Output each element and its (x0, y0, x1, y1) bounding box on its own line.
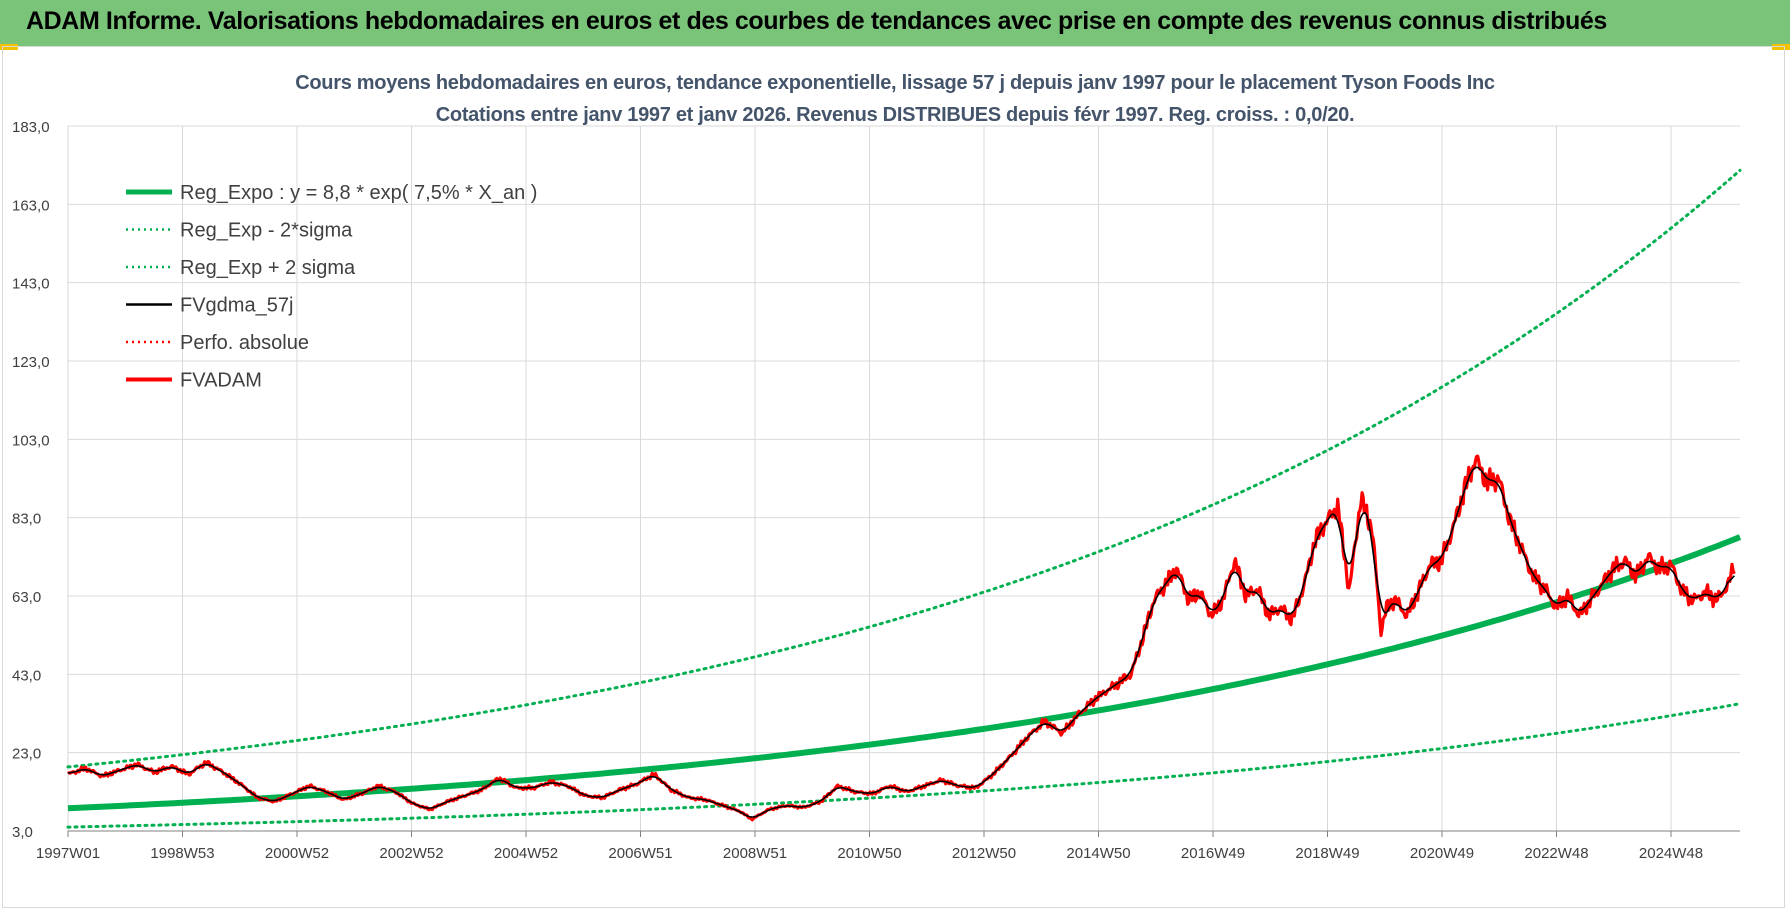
x-axis: 1997W01 1998W53 2000W52 2002W52 2004W52 2006W… (36, 830, 1740, 862)
y-tick-label: 163,0 (12, 197, 50, 214)
legend-label: Reg_Exp + 2 sigma (180, 257, 356, 279)
chart-grid (67, 125, 1740, 832)
y-tick-label: 23,0 (12, 746, 41, 763)
x-tick-label: 1998W53 (150, 845, 214, 862)
y-tick-label: 3,0 (12, 824, 33, 841)
chart-legend: Reg_Expo : y = 8,8 * exp( 7,5% * X_an ) R… (126, 182, 537, 392)
series-reg-expo (67, 534, 1742, 812)
x-tick-label: 2006W51 (608, 845, 672, 862)
x-tick-label: 1997W01 (36, 845, 100, 862)
series-fvadam (67, 454, 1736, 822)
legend-label: FVgdma_57j (180, 295, 293, 317)
series-fvgdma-57j (67, 466, 1735, 818)
x-tick-label: 2010W50 (837, 845, 901, 862)
legend-label: FVADAM (180, 370, 262, 392)
chart-series (66, 168, 1742, 829)
chart-title-line1: Cours moyens hebdomadaires en euros, ten… (295, 72, 1495, 94)
x-tick-label: 2020W49 (1410, 845, 1474, 862)
chart-frame (2, 46, 1785, 908)
y-tick-label: 123,0 (12, 354, 50, 371)
x-tick-label: 2008W51 (723, 845, 787, 862)
corner-marker-top-right (1772, 44, 1790, 50)
y-tick-label: 143,0 (12, 276, 50, 293)
x-tick-label: 2014W50 (1066, 845, 1130, 862)
x-tick-label: 2022W48 (1524, 845, 1588, 862)
x-tick-label: 2012W50 (952, 845, 1016, 862)
x-tick-label: 2024W48 (1639, 845, 1703, 862)
x-tick-label: 2016W49 (1181, 845, 1245, 862)
y-tick-label: 83,0 (12, 511, 41, 528)
series-perfo-absolue (67, 454, 1736, 821)
series-reg-plus-2sigma (66, 168, 1742, 769)
legend-label: Perfo. absolue (180, 332, 309, 354)
page-title: ADAM Informe. Valorisations hebdomadaire… (26, 7, 1607, 35)
x-tick-label: 2002W52 (379, 845, 443, 862)
legend-label: Reg_Expo : y = 8,8 * exp( 7,5% * X_an ) (180, 182, 537, 204)
y-tick-label: 183,0 (12, 119, 50, 136)
header-banner: ADAM Informe. Valorisations hebdomadaire… (0, 0, 1790, 46)
corner-marker-top-left (0, 44, 18, 50)
y-tick-label: 43,0 (12, 667, 41, 684)
y-tick-label: 63,0 (12, 589, 41, 606)
chart-title-line2: Cotations entre janv 1997 et janv 2026. … (435, 104, 1355, 126)
series-reg-minus-2sigma (66, 702, 1742, 829)
x-tick-label: 2018W49 (1295, 845, 1359, 862)
x-tick-label: 2004W52 (494, 845, 558, 862)
y-axis: 3,0 23,0 43,0 63,0 83,0 103,0 123,0 143,0 163,0 1… (12, 119, 50, 841)
y-tick-label: 103,0 (12, 432, 50, 449)
legend-label: Reg_Exp - 2*sigma (180, 220, 353, 242)
x-tick-label: 2000W52 (265, 845, 329, 862)
